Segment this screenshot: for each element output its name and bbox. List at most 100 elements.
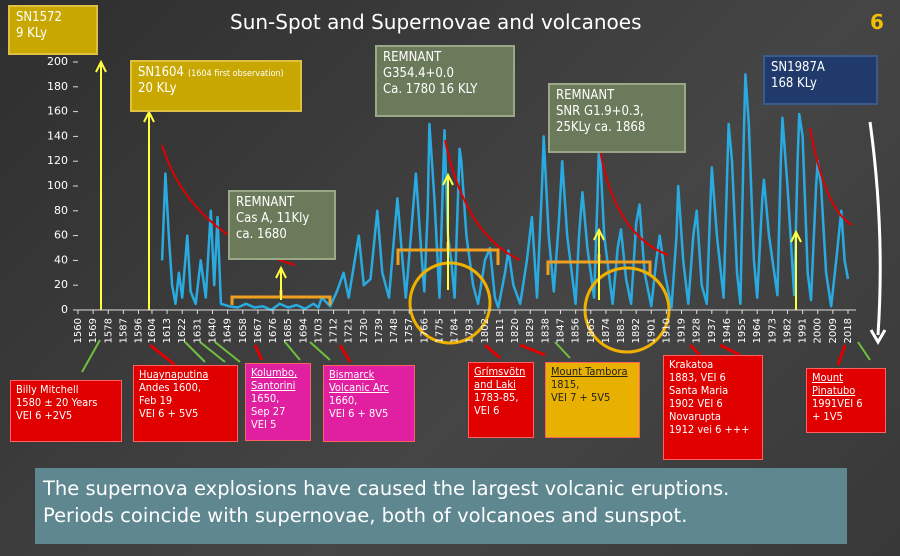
caption-line: The supernova explosions have caused the… — [43, 477, 730, 500]
x-tick-label: 1937 — [707, 318, 718, 343]
box-line: Kolumbo, Santorini — [251, 366, 298, 392]
x-tick-label: 1838 — [540, 318, 551, 343]
x-tick-label: 1640 — [207, 318, 218, 343]
x-tick-label: 1703 — [313, 318, 324, 343]
y-tick-label: 180 — [47, 80, 68, 93]
box-line: REMNANT — [556, 88, 615, 103]
x-tick-label: 2000 — [813, 318, 824, 343]
box-line: 1650, — [251, 391, 280, 405]
box-line: SNR G1.9+0.3, — [556, 103, 644, 119]
y-tick-label: 200 — [47, 55, 68, 68]
green-arrows — [81, 339, 871, 373]
x-tick-label: 1802 — [480, 318, 491, 343]
box-line: VEI 6 — [474, 403, 500, 417]
x-tick-label: 2018 — [843, 318, 854, 343]
decay-curve — [599, 149, 669, 256]
x-tick-label: 1613 — [162, 318, 173, 343]
x-tick-label: 1649 — [223, 318, 234, 343]
supernova-box: REMNANT Cas A, 11Kly ca. 1680 — [228, 190, 336, 260]
box-line: 1883, VEI 6 — [669, 370, 726, 384]
y-tick-label: 80 — [54, 204, 68, 217]
decay-curve — [444, 139, 521, 261]
box-line: 1580 ± 20 Years — [16, 395, 98, 409]
box-line: Sep 27 — [251, 404, 286, 418]
y-tick-label: 160 — [47, 105, 68, 118]
y-tick-label: 20 — [54, 278, 68, 291]
x-tick-label: 1712 — [329, 318, 340, 343]
x-tick-label: 1721 — [344, 318, 355, 343]
x-tick-label: 1667 — [253, 318, 264, 343]
box-line: Bismarck Volcanic Arc — [329, 368, 389, 394]
x-tick-label: 1811 — [495, 318, 506, 343]
x-tick-label: 1748 — [389, 318, 400, 343]
x-tick-label: 2009 — [828, 318, 839, 343]
x-tick-label: 1874 — [601, 318, 612, 343]
box-line: VEI 6 + 5V5 — [139, 406, 199, 420]
x-tick-label: 1928 — [692, 318, 703, 343]
box-line: + 1V5 — [812, 409, 843, 423]
x-tick-label: 1757 — [404, 318, 415, 343]
box-line: G354.4+0.0 — [383, 65, 454, 81]
x-tick-label: 1569 — [88, 318, 99, 343]
x-tick-label: 1578 — [103, 318, 114, 343]
x-tick-label: 1676 — [268, 318, 279, 343]
x-tick-label: 1847 — [556, 318, 567, 343]
x-tick-label: 1587 — [118, 318, 129, 343]
x-tick-label: 1658 — [238, 318, 249, 343]
x-tick-label: 1865 — [586, 318, 597, 343]
box-line: SN1572 — [16, 10, 62, 25]
red-arrows — [149, 343, 847, 367]
supernova-box: REMNANT G354.4+0.0 Ca. 1780 16 KLY — [375, 45, 515, 117]
x-tick-label: 1973 — [767, 318, 778, 343]
box-line: VEI 5 — [251, 417, 277, 431]
caption: The supernova explosions have caused the… — [35, 468, 847, 544]
box-line: 1912 vei 6 +++ — [669, 422, 750, 436]
box-line: Andes 1600, — [139, 380, 202, 394]
x-tick-label: 1784 — [450, 318, 461, 343]
box-line: ca. 1680 — [236, 226, 287, 242]
box-line: Mount Pinatubo — [812, 371, 856, 397]
x-tick-label: 1919 — [677, 318, 688, 343]
x-tick-label: 1793 — [465, 318, 476, 343]
x-tick-label: 1964 — [752, 318, 763, 343]
x-tick-label: 1910 — [661, 318, 672, 343]
box-line: REMNANT — [383, 50, 442, 65]
volcano-box: Mount Tambora 1815, VEI 7 + 5V5 — [545, 362, 640, 438]
x-tick-label: 1820 — [510, 318, 521, 343]
sunspot-line — [160, 73, 850, 312]
title: Sun-Spot and Supernovae and volcanoes — [230, 10, 642, 34]
x-tick-label: 1856 — [571, 318, 582, 343]
volcano-box: Huaynaputina Andes 1600, Feb 19 VEI 6 + 5V5 — [133, 365, 238, 442]
box-line: 1902 VEI 6 — [669, 396, 723, 410]
x-tick-label: 1946 — [722, 318, 733, 343]
supernova-box: SN1572 9 KLy — [8, 5, 98, 55]
box-line: VEI 7 + 5V5 — [551, 390, 611, 404]
x-tick-label: 1604 — [147, 318, 158, 343]
box-line: 20 KLy — [138, 80, 177, 96]
x-tick-label: 1766 — [419, 318, 430, 343]
y-tick-label: 120 — [47, 154, 68, 167]
y-tick-label: 140 — [47, 129, 68, 142]
x-tick-label: 1730 — [359, 318, 370, 343]
volcano-box: Krakatoa 1883, VEI 6 Santa Maria 1902 VEI 6… — [663, 355, 763, 460]
box-line: VEI 6 + 8V5 — [329, 406, 389, 420]
x-tick-label: 1631 — [192, 318, 203, 343]
box-line: REMNANT — [236, 195, 295, 210]
caption-line: Periods coincide with supernovae, both o… — [43, 504, 688, 528]
box-line: Huaynaputina — [139, 368, 209, 381]
volcano-box: Grímsvötn and Laki 1783-85, VEI 6 — [468, 362, 534, 438]
volcano-box: Kolumbo, Santorini 1650, Sep 27 VEI 5 — [245, 363, 311, 441]
x-tick-label: 1901 — [646, 318, 657, 343]
box-line: Cas A, 11Kly — [236, 210, 310, 226]
box-line: Feb 19 — [139, 393, 173, 407]
box-line: VEI 6 +2V5 — [16, 408, 73, 422]
x-tick-label: 1739 — [374, 318, 385, 343]
volcano-box: Mount Pinatubo 1991VEI 6 + 1V5 — [806, 368, 886, 433]
x-tick-label: 1982 — [782, 318, 793, 343]
box-line: Mount Tambora — [551, 365, 628, 378]
x-tick-label: 1560 — [73, 318, 84, 343]
x-tick-label: 1991 — [798, 318, 809, 343]
volcano-box: Bismarck Volcanic Arc 1660, VEI 6 + 8V5 — [323, 365, 415, 442]
